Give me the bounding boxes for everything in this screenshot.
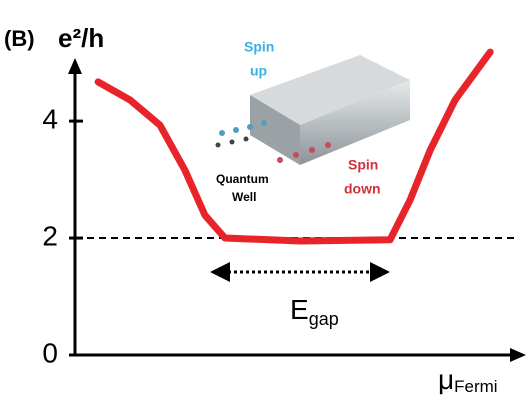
gap-arrow [210, 262, 390, 282]
inset-label: Spin [348, 157, 378, 173]
y-axis-arrow [68, 58, 82, 74]
inset-label: Spin [244, 39, 274, 55]
gap-label: Egap [290, 294, 339, 328]
inset-label: Quantum [216, 172, 269, 186]
y-tick-label: 0 [42, 337, 58, 368]
y-axis-label: e²/h [58, 23, 104, 53]
inset-illustration [216, 55, 411, 165]
chart: (B) e²/h Spin up Spin down Quantum Well … [0, 0, 529, 404]
inset-label: up [250, 63, 267, 79]
inset-label: Well [232, 190, 256, 204]
x-axis-arrow [510, 348, 526, 362]
panel-label: (B) [4, 26, 35, 51]
x-axis-label: μFermi [438, 364, 498, 396]
y-tick-label: 4 [42, 103, 58, 134]
inset-label: down [344, 181, 381, 197]
y-tick-label: 2 [42, 220, 58, 251]
